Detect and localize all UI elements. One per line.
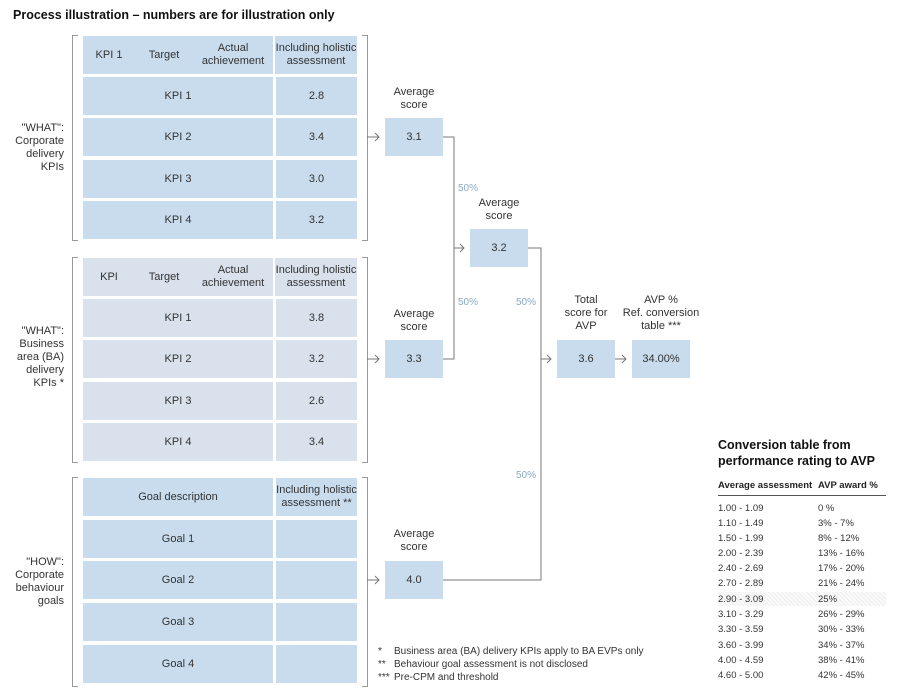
combined-avg-score: 3.2	[470, 229, 528, 267]
conversion-row: 3.10 - 3.29 26% - 29%	[718, 608, 865, 620]
ba-header-kpi: KPI	[83, 258, 135, 296]
how-bracket-right	[362, 477, 368, 687]
how-header-holistic: Including holistic assessment **	[276, 478, 357, 516]
conversion-row-highlighted: 2.90 - 3.09 25%	[718, 592, 886, 606]
ba-bracket-right	[362, 257, 368, 463]
ba-header-holistic: Including holistic assessment	[275, 258, 357, 296]
conversion-col-award: AVP award %	[818, 480, 878, 491]
conversion-row: 4.60 - 5.00 42% - 45%	[718, 669, 865, 681]
how-goal-4-value	[276, 645, 357, 683]
conversion-title: Conversion table from performance rating…	[718, 438, 875, 468]
total-score-label: Total score for AVP	[564, 294, 608, 332]
corporate-avg-score: 3.1	[385, 118, 443, 156]
footnote-1: * Business area (BA) delivery KPIs apply …	[378, 646, 644, 657]
ba-kpi-2: KPI 2	[83, 340, 273, 378]
corporate-header-kpi: KPI 1	[83, 36, 135, 74]
corporate-kpi-1: KPI 1	[83, 77, 273, 115]
weight-how: 50%	[516, 470, 537, 481]
corporate-header-holistic: Including holistic assessment	[275, 36, 357, 74]
weight-corporate: 50%	[458, 183, 479, 194]
corporate-kpi-4: KPI 4	[83, 201, 273, 239]
conversion-col-assessment: Average assessment	[718, 480, 813, 491]
corporate-bracket-right	[362, 35, 368, 241]
avp-label: AVP % Ref. conversion table ***	[622, 294, 700, 332]
ba-avg-score: 3.3	[385, 340, 443, 378]
conversion-row: 1.50 - 1.99 8% - 12%	[718, 532, 860, 544]
ba-header-actual: Actual achievement	[193, 258, 273, 296]
conversion-row: 4.00 - 4.59 38% - 41%	[718, 654, 865, 666]
conversion-row: 3.60 - 3.99 34% - 37%	[718, 639, 865, 651]
corporate-kpi-3-value: 3.0	[276, 160, 357, 198]
how-goal-3-value	[276, 603, 357, 641]
how-goal-2-value	[276, 561, 357, 599]
conversion-row: 2.40 - 2.69 17% - 20%	[718, 562, 865, 574]
how-goal-4: Goal 4	[83, 645, 273, 683]
conversion-row: 3.30 - 3.59 30% - 33%	[718, 623, 865, 635]
conversion-row: 1.00 - 1.09 0 %	[718, 502, 835, 514]
how-goal-1: Goal 1	[83, 520, 273, 558]
how-avg-score: 4.0	[385, 561, 443, 599]
avp-value: 34.00%	[632, 340, 690, 378]
corporate-side-label: "WHAT": Corporate delivery KPIs	[15, 122, 64, 173]
page-title: Process illustration – numbers are for i…	[13, 8, 335, 22]
footnote-3: *** Pre-CPM and threshold	[378, 672, 499, 683]
ba-kpi-2-value: 3.2	[276, 340, 357, 378]
corporate-bracket-left	[72, 35, 78, 241]
total-score-value: 3.6	[557, 340, 615, 378]
corporate-kpi-2-value: 3.4	[276, 118, 357, 156]
ba-kpi-1-value: 3.8	[276, 299, 357, 337]
how-goal-2: Goal 2	[83, 561, 273, 599]
combined-avg-label: Average score	[478, 197, 520, 222]
ba-avg-label: Average score	[393, 308, 435, 333]
corporate-header-target: Target	[135, 36, 193, 74]
corporate-kpi-3: KPI 3	[83, 160, 273, 198]
weight-ba: 50%	[458, 297, 479, 308]
how-goal-3: Goal 3	[83, 603, 273, 641]
ba-bracket-left	[72, 257, 78, 463]
corporate-kpi-2: KPI 2	[83, 118, 273, 156]
ba-side-label: "WHAT": Business area (BA) delivery KPIs…	[16, 325, 64, 389]
corporate-avg-label: Average score	[393, 86, 435, 111]
conversion-row: 1.10 - 1.49 3% - 7%	[718, 517, 854, 529]
ba-kpi-4-value: 3.4	[276, 423, 357, 461]
corporate-kpi-1-value: 2.8	[276, 77, 357, 115]
how-bracket-left	[72, 477, 78, 687]
ba-kpi-3: KPI 3	[83, 382, 273, 420]
how-side-label: "HOW": Corporate behaviour goals	[15, 556, 64, 607]
how-avg-label: Average score	[393, 528, 435, 553]
how-header-goal: Goal description	[83, 478, 273, 516]
ba-kpi-3-value: 2.6	[276, 382, 357, 420]
weight-what: 50%	[516, 297, 537, 308]
conversion-row: 2.00 - 2.39 13% - 16%	[718, 547, 865, 559]
footnote-2: ** Behaviour goal assessment is not discl…	[378, 659, 588, 670]
ba-header-target: Target	[135, 258, 193, 296]
how-goal-1-value	[276, 520, 357, 558]
conversion-row: 2.70 - 2.89 21% - 24%	[718, 577, 865, 589]
corporate-kpi-4-value: 3.2	[276, 201, 357, 239]
ba-kpi-4: KPI 4	[83, 423, 273, 461]
ba-kpi-1: KPI 1	[83, 299, 273, 337]
conversion-header-rule	[718, 495, 886, 496]
corporate-header-actual: Actual achievement	[193, 36, 273, 74]
